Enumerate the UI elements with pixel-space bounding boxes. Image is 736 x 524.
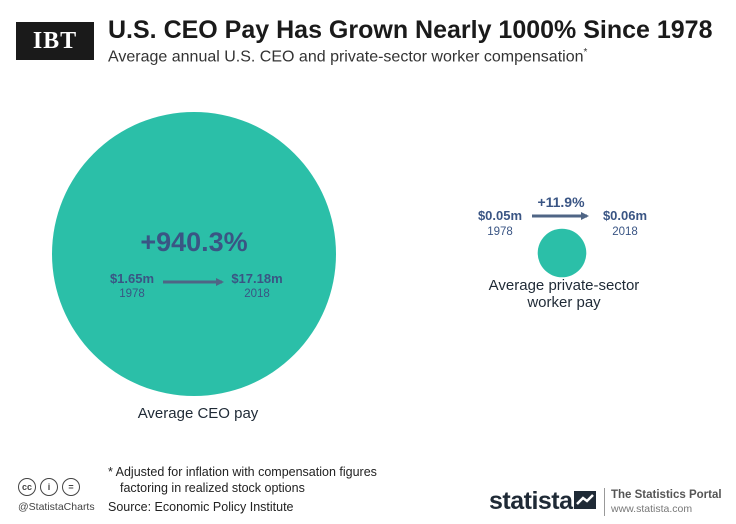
subtitle-text: Average annual U.S. CEO and private-sect… [108,48,584,66]
worker-series-name-line2: worker pay [526,294,601,311]
worker-start-value: $0.05m [478,208,522,223]
ceo-end-value: $17.18m [231,271,282,286]
footnote-line-2: factoring in realized stock options [120,481,305,495]
portal-url[interactable]: www.statista.com [611,503,693,515]
chart-subtitle: Average annual U.S. CEO and private-sect… [108,47,587,66]
ceo-start-value: $1.65m [110,271,154,286]
ceo-end-year: 2018 [244,288,270,300]
ceo-pay-bubble [52,112,336,396]
license-icons: cc i = [18,478,80,496]
worker-start-year: 1978 [487,226,513,238]
no-derivatives-icon: = [62,478,80,496]
statista-logo-text: statista [489,487,573,515]
bubble-chart: +940.3% $1.65m 1978 $17.18m 2018 Average… [52,112,647,422]
footnote-line-1: * Adjusted for inflation with compensati… [108,465,377,479]
ceo-change-label: +940.3% [140,227,247,257]
statistics-portal: The Statistics Portal www.statista.com [604,488,722,516]
chart-title: U.S. CEO Pay Has Grown Nearly 1000% Sinc… [108,16,713,44]
worker-end-value: $0.06m [603,208,647,223]
portal-title: The Statistics Portal [611,489,722,501]
statista-handle: @StatistaCharts [18,501,95,513]
ibt-logo: IBT [16,22,94,60]
worker-pay-bubble [537,228,587,278]
footnote: * Adjusted for inflation with compensati… [108,464,377,496]
ceo-start-year: 1978 [119,288,145,300]
statista-logo-icon [574,491,596,509]
creative-commons-icon: cc [18,478,36,496]
attribution-icon: i [40,478,58,496]
worker-end-year: 2018 [612,226,638,238]
source-note: Source: Economic Policy Institute [108,500,294,514]
worker-change-label: +11.9% [537,194,585,210]
worker-series-name-line1: Average private-sector [489,277,640,294]
subtitle-footnote-marker: * [583,47,588,58]
ceo-series-name: Average CEO pay [138,405,259,422]
